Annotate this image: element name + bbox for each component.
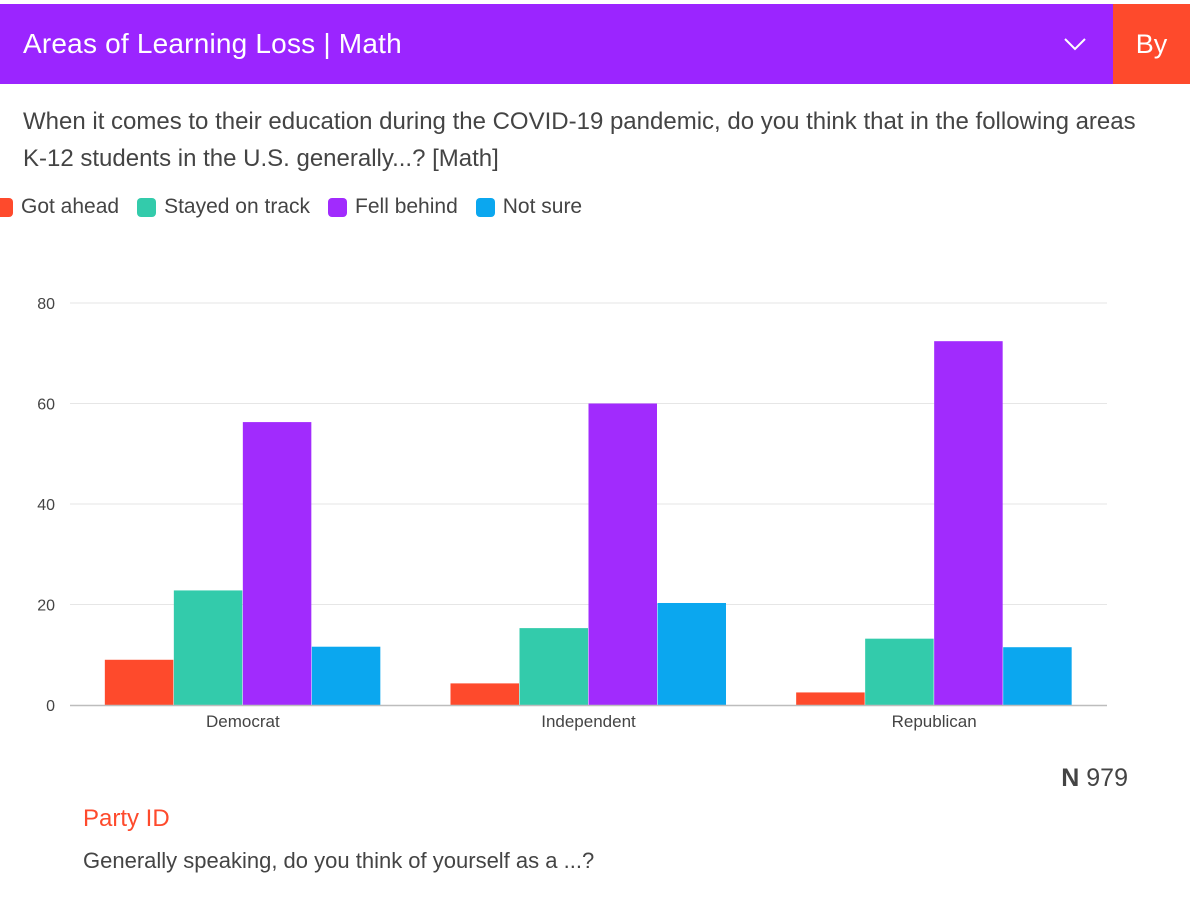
- bar-not-sure-independent[interactable]: [657, 602, 727, 705]
- bar-fell-behind-republican[interactable]: [934, 341, 1003, 705]
- bar-not-sure-democrat[interactable]: [311, 646, 381, 705]
- y-tick-label: 60: [37, 397, 55, 414]
- chart-header: Areas of Learning Loss | Math: [0, 4, 1113, 84]
- y-tick-label: 80: [37, 296, 55, 313]
- chart-title: Areas of Learning Loss | Math: [23, 28, 402, 59]
- legend-swatch: [475, 197, 495, 217]
- crosstab-variable-question: Generally speaking, do you think of your…: [83, 848, 595, 873]
- bar-not-sure-republican[interactable]: [1003, 647, 1072, 705]
- chevron-down-icon: [1064, 38, 1086, 51]
- bar-fell-behind-democrat[interactable]: [242, 422, 312, 705]
- top-border: [0, 0, 1190, 4]
- bar-chart: 0 20 40 60 80 Democrat Independent Republican: [37, 296, 1107, 731]
- question-text: When it comes to their education during …: [23, 108, 1136, 172]
- x-tick-label: Democrat: [206, 712, 280, 731]
- legend-item-stayed-on-track[interactable]: Stayed on track: [137, 195, 310, 219]
- legend-item-fell-behind[interactable]: Fell behind: [328, 195, 458, 219]
- y-tick-label: 20: [37, 598, 55, 615]
- bar-fell-behind-independent[interactable]: [588, 403, 658, 706]
- bar-stayed-on-track-republican[interactable]: [865, 638, 934, 705]
- x-tick-label: Republican: [892, 712, 977, 731]
- y-tick-label: 0: [46, 698, 55, 715]
- legend-swatch: [0, 197, 13, 217]
- legend-label: Fell behind: [355, 195, 458, 218]
- y-tick-label: 40: [37, 497, 55, 514]
- crosstab-variable-name[interactable]: Party ID: [83, 805, 170, 832]
- bar-stayed-on-track-independent[interactable]: [519, 628, 589, 705]
- legend-label: Not sure: [502, 195, 583, 218]
- legend-label: Got ahead: [21, 195, 120, 218]
- legend-item-not-sure[interactable]: Not sure: [475, 195, 583, 219]
- bar-stayed-on-track-democrat[interactable]: [173, 590, 243, 705]
- bar-got-ahead-republican[interactable]: [796, 692, 865, 705]
- sample-size-value: 979: [1086, 764, 1128, 792]
- x-tick-label: Independent: [541, 712, 636, 731]
- crosstab-by-button[interactable]: By: [1113, 4, 1190, 84]
- legend-item-got-ahead[interactable]: Got ahead: [0, 195, 119, 219]
- title-dropdown[interactable]: [1045, 4, 1105, 84]
- bar-got-ahead-democrat[interactable]: [104, 659, 174, 705]
- legend-label: Stayed on track: [164, 195, 311, 218]
- bar-got-ahead-independent[interactable]: [450, 683, 520, 705]
- sample-size: N 979: [1061, 764, 1128, 793]
- legend-swatch: [328, 197, 348, 217]
- sample-size-prefix: N: [1061, 764, 1080, 792]
- chart-legend: Got ahead Stayed on track Fell behind No…: [0, 192, 600, 222]
- legend-swatch: [137, 197, 157, 217]
